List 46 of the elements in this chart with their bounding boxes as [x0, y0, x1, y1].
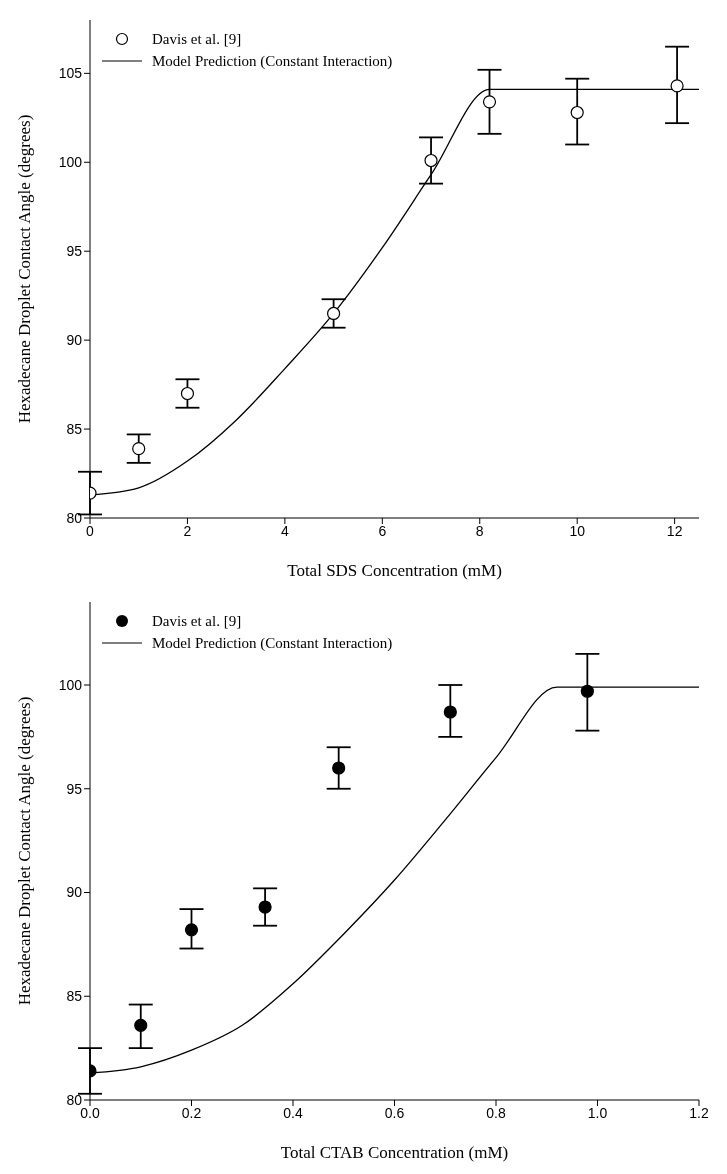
x-tick-label: 8	[475, 522, 484, 539]
point	[443, 705, 457, 719]
x-tick-label: 1.2	[689, 1104, 709, 1121]
legend-label: Model Prediction (Constant Interaction)	[152, 52, 393, 71]
x-axis-title: Total CTAB Concentration (mM)	[280, 1143, 509, 1162]
legend-label: Model Prediction (Constant Interaction)	[152, 634, 393, 653]
x-tick-label: 0.0	[80, 1104, 100, 1121]
y-tick-label: 100	[58, 676, 83, 693]
x-tick-label: 2	[183, 522, 192, 539]
point	[332, 761, 346, 775]
x-tick-label: 0.4	[283, 1104, 303, 1121]
y-tick-label: 90	[66, 884, 83, 901]
x-axis-title: Total SDS Concentration (mM)	[287, 561, 502, 580]
x-tick-label: 0.6	[384, 1104, 405, 1121]
legend-label: Davis et al. [9]	[152, 30, 242, 49]
y-tick-label: 100	[58, 154, 83, 171]
point	[132, 442, 146, 456]
point	[570, 105, 584, 120]
y-axis-title: Hexadecane Droplet Contact Angle (degrees)	[15, 114, 35, 424]
y-tick-label: 80	[66, 509, 83, 526]
y-tick-label: 95	[66, 243, 83, 260]
point	[258, 900, 272, 914]
point	[327, 306, 341, 321]
point	[580, 684, 594, 698]
point	[482, 95, 497, 109]
y-axis-title: Hexadecane Droplet Contact Angle (degrees)	[15, 696, 35, 1006]
point	[184, 923, 199, 937]
x-tick-label: 0.2	[181, 1104, 202, 1121]
y-tick-label: 90	[66, 332, 83, 349]
legend-label: Davis et al. [9]	[152, 612, 242, 631]
x-tick-label: 0	[86, 522, 95, 539]
y-tick-label: 80	[66, 1091, 83, 1108]
x-tick-label: 1.0	[587, 1104, 608, 1121]
y-tick-label: 85	[66, 988, 83, 1005]
point	[670, 79, 684, 93]
x-tick-label: 10	[569, 522, 586, 539]
point	[424, 153, 438, 168]
y-tick-label: 85	[66, 421, 83, 438]
x-tick-label: 6	[378, 522, 387, 539]
point	[134, 1018, 148, 1032]
x-tick-label: 12	[666, 522, 683, 539]
x-tick-label: 4	[280, 522, 289, 539]
point	[180, 386, 195, 401]
x-tick-label: 0.8	[486, 1104, 506, 1121]
y-tick-label: 95	[66, 780, 83, 797]
y-tick-label: 105	[58, 65, 83, 82]
